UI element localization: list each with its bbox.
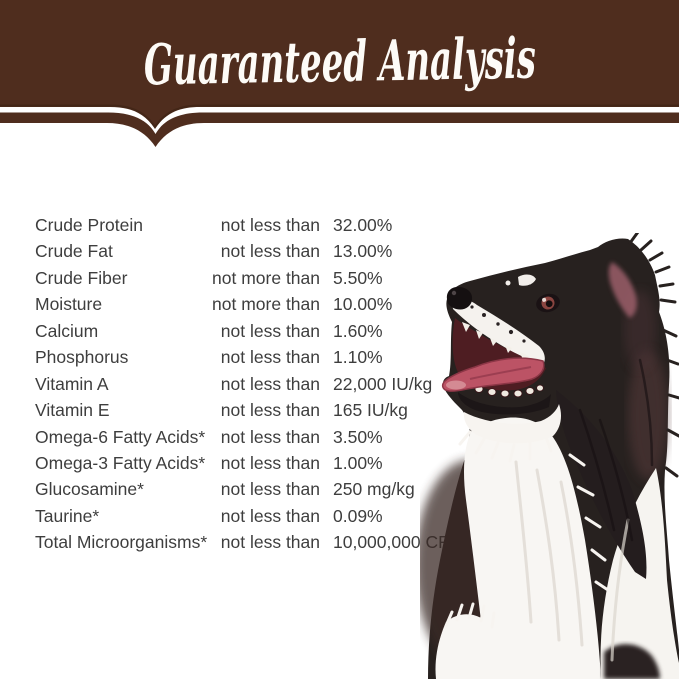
nutrient-name: Taurine* [35, 505, 100, 526]
dog-eye [536, 293, 560, 313]
nutrient-qualifier: not more than [212, 294, 320, 315]
nutrient-value: 32.00% [333, 215, 393, 235]
dog-white-muzzle [452, 299, 545, 366]
dog-white-leg-patch [435, 614, 504, 679]
dog-lower-jaw [458, 392, 551, 415]
nutrient-value: 1.60% [333, 320, 383, 341]
dog-white-chest [464, 417, 601, 679]
dog-chin-fluff [463, 404, 561, 444]
table-row: Crude Protein not less than 32.00% [0, 212, 470, 238]
nutrient-name: Omega-3 Fatty Acids* [35, 452, 206, 473]
nutrient-qualifier: not less than [220, 320, 320, 341]
nutrient-name: Crude Protein [35, 215, 143, 235]
nutrient-qualifier: not less than [220, 215, 320, 235]
nutrient-value: 250 mg/kg [333, 479, 415, 500]
page-title: Guaranteed Analysis [143, 26, 536, 99]
chest-fur-spikes [444, 430, 610, 629]
tongue-crease [469, 366, 532, 380]
nutrient-name: Phosphorus [35, 347, 129, 368]
analysis-table: Crude Protein not less than 32.00% Crude… [0, 212, 480, 556]
nutrient-name: Crude Fiber [35, 267, 128, 288]
dog-head-white-patch [518, 274, 536, 286]
table-row: Crude Fat not less than 13.00% [0, 238, 470, 264]
nose-highlight [451, 290, 457, 296]
banner: Guaranteed Analysis [0, 0, 679, 147]
nutrient-name: Total Microorganisms* [35, 532, 208, 553]
nutrient-value: 10.00% [333, 294, 393, 315]
nutrient-value: 0.09% [333, 505, 383, 526]
nutrient-qualifier: not less than [220, 347, 320, 368]
table-row: Crude Fiber not more than 5.50% [0, 265, 470, 291]
nutrient-qualifier: not less than [220, 426, 320, 447]
nutrient-name: Vitamin E [35, 400, 110, 421]
nutrient-qualifier: not less than [220, 373, 320, 394]
banner-edge-line [0, 104, 679, 129]
nutrient-value: 165 IU/kg [333, 400, 408, 421]
nutrient-value: 13.00% [333, 241, 393, 262]
table-row: Glucosamine* not less than 250 mg/kg [0, 476, 470, 502]
nutrient-name: Crude Fat [35, 241, 113, 262]
ear-fur-spikes [628, 233, 679, 478]
table-row: Omega-6 Fatty Acids* not less than 3.50% [0, 424, 470, 450]
table-row: Vitamin E not less than 165 IU/kg [0, 397, 470, 423]
nutrient-qualifier: not less than [220, 400, 320, 421]
chest-fur-strands [514, 460, 630, 662]
table-row: Total Microorganisms* not less than 10,0… [0, 529, 480, 555]
table-row: Calcium not less than 1.60% [0, 318, 470, 344]
banner-block [0, 0, 679, 129]
nutrient-value: 1.00% [333, 452, 383, 473]
mane-fur-strands [578, 358, 654, 542]
border-collie-dog-photo [420, 233, 679, 679]
table-row: Omega-3 Fatty Acids* not less than 1.00% [0, 450, 470, 476]
muzzle-speckles [470, 305, 526, 343]
nutrient-name: Calcium [35, 320, 99, 341]
nutrient-value: 1.10% [333, 347, 383, 368]
table-row: Phosphorus not less than 1.10% [0, 344, 470, 370]
nutrient-qualifier: not less than [220, 532, 320, 553]
banner-ribbon-stripe [0, 112, 679, 147]
nutrient-name: Vitamin A [35, 373, 109, 394]
neck-tint [628, 350, 668, 480]
nutrient-name: Moisture [35, 294, 103, 315]
nutrient-qualifier: not less than [220, 479, 320, 500]
nutrient-value: 22,000 IU/kg [333, 373, 433, 394]
nutrient-qualifier: not less than [220, 505, 320, 526]
table-row: Vitamin A not less than 22,000 IU/kg [0, 371, 470, 397]
dog-inner-ear [608, 262, 637, 318]
table-row: Moisture not more than 10.00% [0, 291, 470, 317]
nutrient-qualifier: not less than [220, 452, 320, 473]
nutrient-name: Omega-6 Fatty Acids* [35, 426, 206, 447]
nutrient-qualifier: not more than [212, 267, 320, 288]
dog-head-white-dot [505, 280, 511, 286]
tongue-tip-highlight [446, 380, 466, 390]
nutrient-value: 3.50% [333, 426, 383, 447]
nutrient-qualifier: not less than [220, 241, 320, 262]
dog-dark-mane [556, 390, 647, 579]
dog-dark-flank-patch [604, 644, 660, 679]
table-row: Taurine* not less than 0.09% [0, 503, 470, 529]
nutrient-name: Glucosamine* [35, 479, 144, 500]
nutrient-value: 5.50% [333, 267, 383, 288]
